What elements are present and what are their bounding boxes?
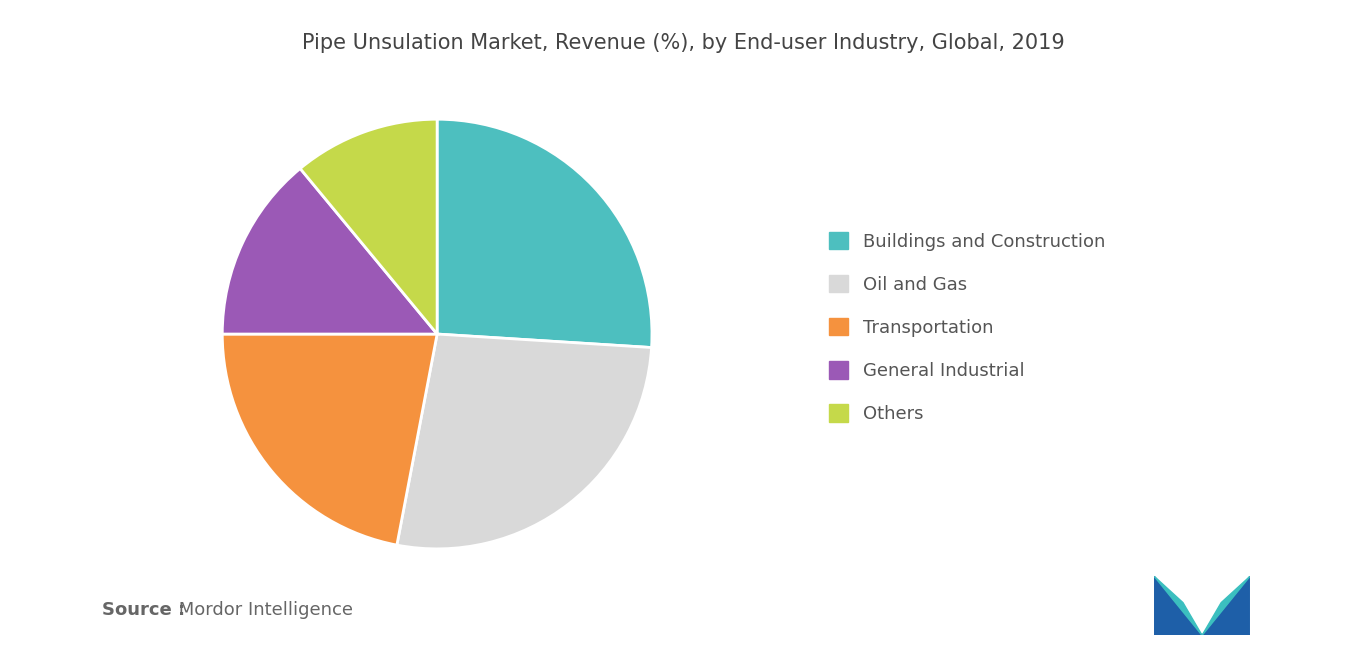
Text: Pipe Unsulation Market, Revenue (%), by End-user Industry, Global, 2019: Pipe Unsulation Market, Revenue (%), by …: [302, 33, 1064, 53]
Wedge shape: [223, 168, 437, 334]
Wedge shape: [301, 119, 437, 334]
Legend: Buildings and Construction, Oil and Gas, Transportation, General Industrial, Oth: Buildings and Construction, Oil and Gas,…: [829, 232, 1105, 423]
Text: Mordor Intelligence: Mordor Intelligence: [173, 601, 354, 619]
Wedge shape: [437, 119, 652, 348]
Wedge shape: [398, 334, 652, 549]
Polygon shape: [1154, 576, 1202, 635]
Polygon shape: [1202, 576, 1250, 635]
Polygon shape: [1202, 576, 1250, 635]
Text: Source :: Source :: [102, 601, 186, 619]
Wedge shape: [223, 334, 437, 545]
Polygon shape: [1154, 576, 1202, 635]
